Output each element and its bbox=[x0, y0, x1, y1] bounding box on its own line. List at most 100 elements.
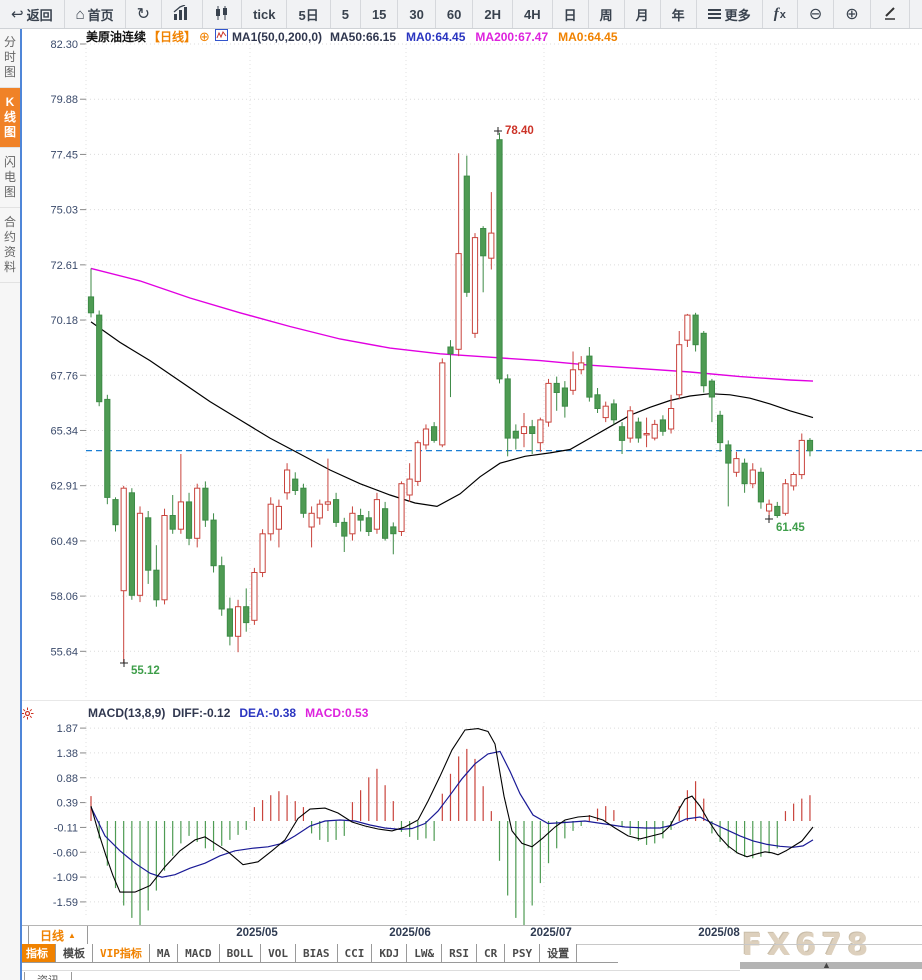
tabs-bottom-border bbox=[18, 962, 618, 963]
draw-icon bbox=[882, 5, 898, 24]
toolbar-period-30m-button[interactable]: 30 bbox=[398, 0, 436, 28]
svg-text:72.61: 72.61 bbox=[50, 260, 78, 272]
toolbar-period-5d-label: 5日 bbox=[298, 7, 319, 23]
toolbar: ↩ 返回 ⌂ 首页 ↻ tick 5日 5 15 30 60 2H 4H 日周 月 年更多 fx ⊖ ⊕ bbox=[0, 0, 922, 29]
indicator-tab-PSY[interactable]: PSY bbox=[505, 944, 541, 962]
horizontal-scrollbar[interactable]: ▲ bbox=[740, 961, 922, 970]
sidebar-item-time-chart[interactable]: 分时图 bbox=[0, 28, 20, 88]
toolbar-draw-button[interactable] bbox=[871, 0, 910, 28]
indicator-tab-bar: 指标 模板 VIP指标 MA MACD BOLL VOL BIAS CCI KDJ LW& RSI CR… bbox=[18, 944, 578, 962]
svg-text:67.76: 67.76 bbox=[50, 370, 78, 382]
toolbar-period-60m-button[interactable]: 60 bbox=[436, 0, 474, 28]
indicator-tab-模板[interactable]: 模板 bbox=[56, 944, 93, 962]
macd-title: MACD(13,8,9) bbox=[88, 706, 166, 720]
indicator-tab-指标[interactable]: 指标 bbox=[18, 944, 56, 962]
toolbar-period-week-label: 周 bbox=[599, 7, 613, 23]
sidebar-item-flash-chart[interactable]: 闪电图 bbox=[0, 148, 20, 208]
ma200-value: MA200:67.47 bbox=[475, 29, 549, 44]
period-selector[interactable]: 日线 ▲ bbox=[28, 926, 88, 944]
macd-dea-value: DEA:-0.38 bbox=[239, 706, 297, 720]
svg-text:1.38: 1.38 bbox=[57, 748, 78, 760]
macd-diff-value: DIFF:-0.12 bbox=[172, 706, 231, 720]
svg-text:-0.60: -0.60 bbox=[53, 847, 78, 859]
toolbar-period-day-button[interactable]: 日 bbox=[553, 0, 589, 28]
toolbar-period-15m-button[interactable]: 15 bbox=[361, 0, 399, 28]
svg-text:82.30: 82.30 bbox=[50, 39, 78, 51]
tab-news-label: 资讯 bbox=[37, 975, 59, 980]
toolbar-period-30m-label: 30 bbox=[409, 6, 424, 22]
toolbar-period-5d-button[interactable]: 5日 bbox=[287, 0, 331, 28]
x-axis-label: 2025/08 bbox=[698, 927, 740, 939]
macd-macd-value: MACD:0.53 bbox=[305, 706, 369, 720]
indicator-tab-MACD[interactable]: MACD bbox=[178, 944, 220, 962]
symbol-name: 美原油连续 bbox=[86, 30, 147, 44]
toolbar-back-button[interactable]: ↩ 返回 bbox=[0, 0, 65, 28]
toolbar-home-label: 首页 bbox=[87, 7, 114, 23]
sidebar-item-kline-chart[interactable]: K线图 bbox=[0, 88, 20, 148]
indicator-tab-LW&[interactable]: LW& bbox=[407, 944, 443, 962]
toolbar-candle-chart-button[interactable] bbox=[203, 0, 243, 28]
toolbar-period-15m-label: 15 bbox=[371, 6, 387, 22]
indicator-tab-CCI[interactable]: CCI bbox=[337, 944, 373, 962]
toolbar-period-week-button[interactable]: 周 bbox=[589, 0, 625, 28]
svg-text:0.39: 0.39 bbox=[57, 798, 78, 810]
toolbar-period-2h-label: 2H bbox=[484, 6, 501, 22]
indicator-settings-icon[interactable] bbox=[21, 707, 34, 725]
toolbar-period-year-button[interactable]: 年 bbox=[661, 0, 697, 28]
candle-chart-icon bbox=[214, 5, 230, 24]
toolbar-period-2h-button[interactable]: 2H bbox=[473, 0, 513, 28]
tab-news[interactable]: 资讯 bbox=[24, 972, 72, 980]
zoom-out-icon: ⊖ bbox=[808, 6, 823, 23]
svg-text:62.91: 62.91 bbox=[50, 481, 78, 493]
x-axis-label: 2025/05 bbox=[236, 927, 278, 939]
indicator-tab-RSI[interactable]: RSI bbox=[442, 944, 477, 962]
indicator-tab-CR[interactable]: CR bbox=[477, 944, 506, 962]
panel-divider bbox=[0, 700, 922, 701]
indicator-tab-MA[interactable]: MA bbox=[149, 944, 179, 962]
toolbar-refresh-button[interactable]: ↻ bbox=[126, 0, 163, 28]
svg-text:75.03: 75.03 bbox=[50, 205, 78, 217]
toolbar-period-month-button[interactable]: 月 bbox=[625, 0, 661, 28]
toolbar-period-5m-button[interactable]: 5 bbox=[331, 0, 361, 28]
sidebar-item-contract-info[interactable]: 合约资料 bbox=[0, 208, 20, 283]
svg-text:1.87: 1.87 bbox=[57, 723, 78, 735]
indicator-tab-VIP指标[interactable]: VIP指标 bbox=[93, 944, 150, 962]
toolbar-tick-button[interactable]: tick bbox=[242, 0, 288, 28]
svg-text:77.45: 77.45 bbox=[50, 149, 78, 161]
svg-text:55.12: 55.12 bbox=[131, 665, 160, 677]
toolbar-more-button[interactable]: 更多 bbox=[697, 0, 763, 28]
toolbar-period-4h-button[interactable]: 4H bbox=[513, 0, 553, 28]
toolbar-period-year-label: 年 bbox=[671, 7, 685, 23]
svg-text:55.64: 55.64 bbox=[50, 646, 78, 658]
svg-text:-0.11: -0.11 bbox=[54, 822, 78, 834]
ma-settings-icon[interactable] bbox=[214, 29, 228, 44]
svg-text:61.45: 61.45 bbox=[776, 522, 805, 534]
indicator-tab-VOL[interactable]: VOL bbox=[261, 944, 296, 962]
expand-icon[interactable]: ⊕ bbox=[199, 28, 210, 44]
more-icon bbox=[707, 7, 721, 21]
svg-text:-1.09: -1.09 bbox=[53, 872, 78, 884]
ma0-orange-value: MA0:64.45 bbox=[558, 29, 618, 44]
ma0-blue-value: MA0:64.45 bbox=[406, 29, 466, 44]
chart-header: 美原油连续 【日线】 ⊕ MA1(50,0,200,0) MA50:66.15 … bbox=[86, 28, 618, 45]
indicator-tab-BIAS[interactable]: BIAS bbox=[296, 944, 338, 962]
indicator-tab-BOLL[interactable]: BOLL bbox=[219, 944, 262, 962]
bar-chart-icon bbox=[173, 3, 191, 24]
indicator-tab-KDJ[interactable]: KDJ bbox=[372, 944, 408, 962]
ma50-value: MA50:66.15 bbox=[329, 29, 397, 44]
svg-text:0.88: 0.88 bbox=[57, 773, 78, 785]
ma-settings-label: MA1(50,0,200,0) bbox=[231, 29, 322, 44]
toolbar-home-button[interactable]: ⌂ 首页 bbox=[65, 0, 126, 28]
toolbar-formula-button[interactable]: fx bbox=[763, 0, 798, 28]
bottom-divider bbox=[0, 970, 740, 971]
toolbar-zoom-in-button[interactable]: ⊕ bbox=[834, 0, 871, 28]
svg-text:70.18: 70.18 bbox=[50, 315, 78, 327]
indicator-tab-设置[interactable]: 设置 bbox=[540, 944, 578, 962]
toolbar-bar-chart-button[interactable] bbox=[162, 0, 204, 28]
chart-type-sidebar: 分时图 K线图 闪电图 合约资料 bbox=[0, 28, 22, 980]
svg-text:58.06: 58.06 bbox=[50, 591, 78, 603]
xaxis-top-border bbox=[0, 925, 922, 926]
toolbar-zoom-out-button[interactable]: ⊖ bbox=[798, 0, 835, 28]
toolbar-period-month-label: 月 bbox=[635, 7, 649, 23]
